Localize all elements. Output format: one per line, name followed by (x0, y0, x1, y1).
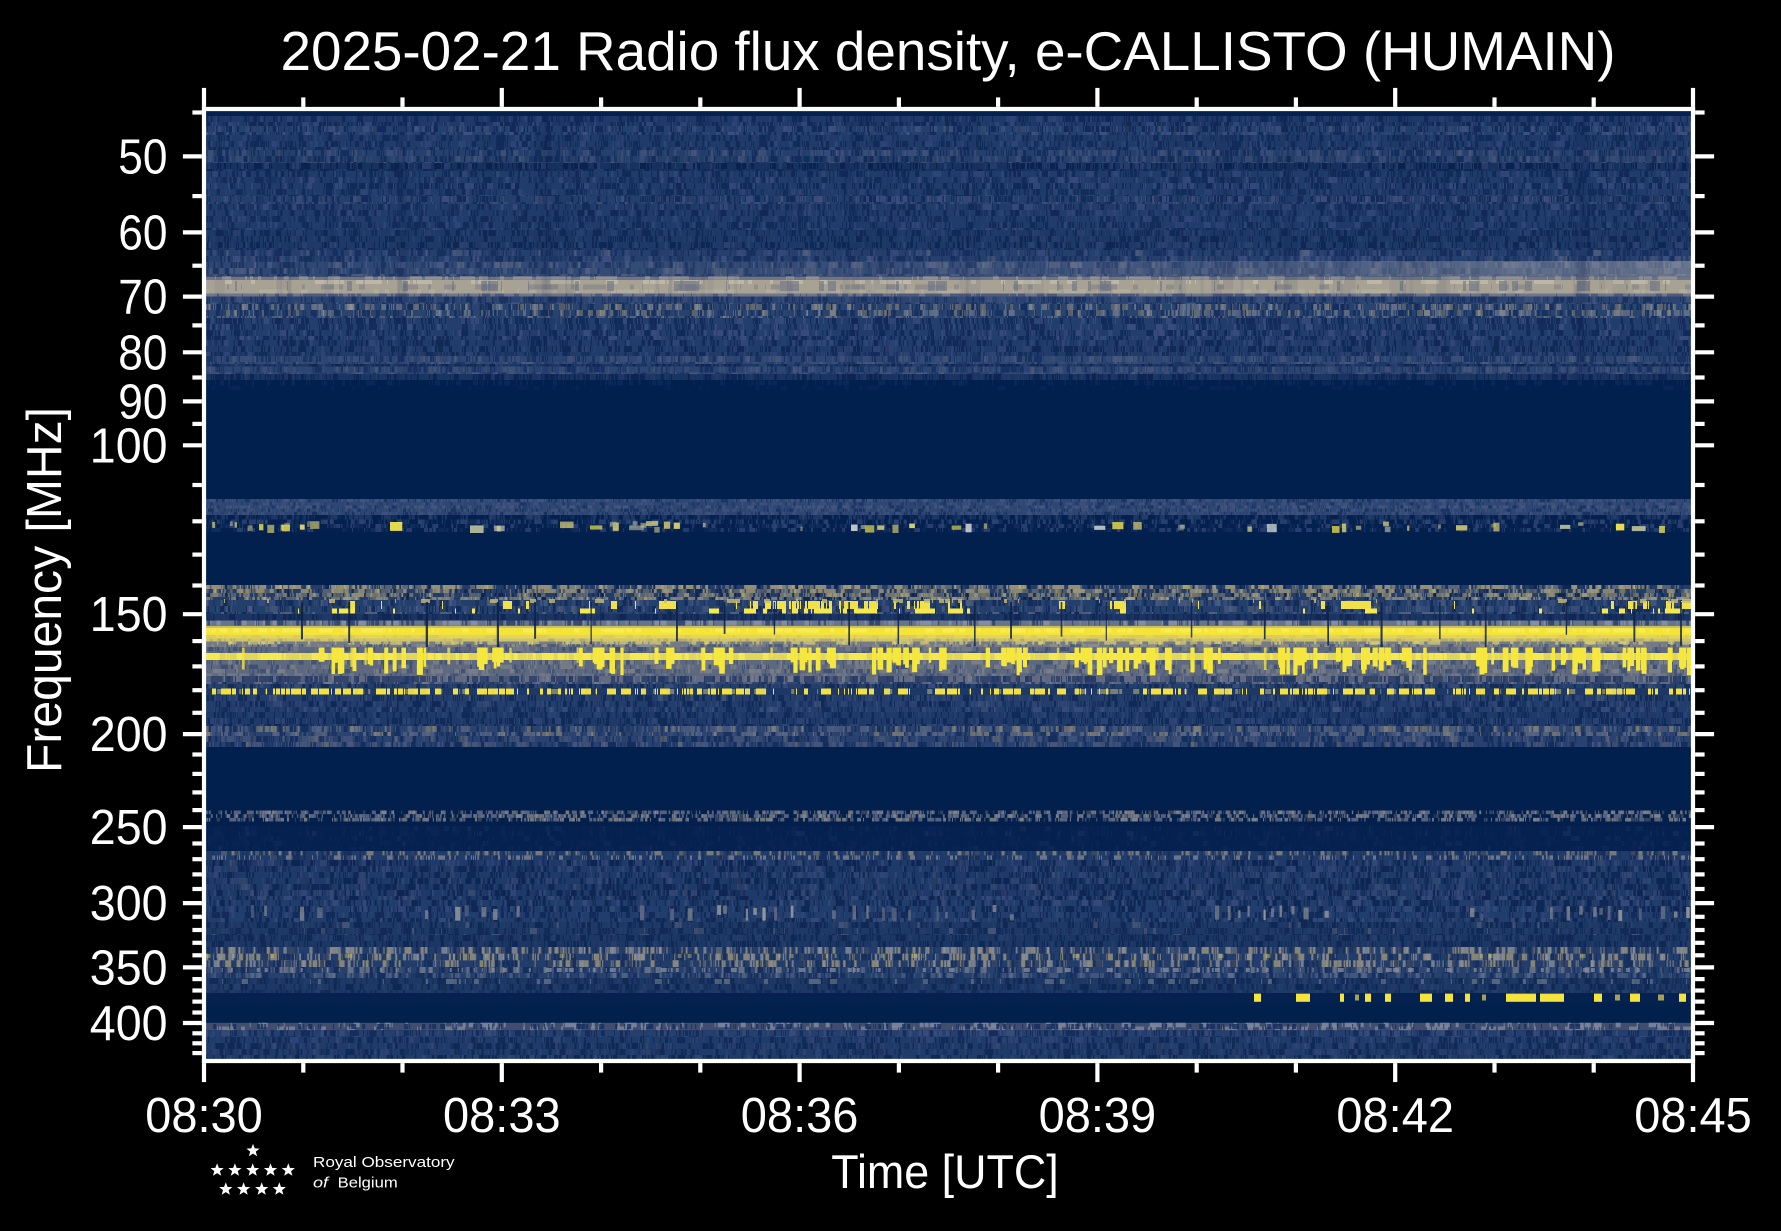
svg-text:100: 100 (90, 419, 168, 473)
svg-text:350: 350 (90, 941, 168, 995)
svg-text:70: 70 (118, 271, 167, 325)
svg-text:Belgium: Belgium (338, 1175, 398, 1192)
svg-text:80: 80 (118, 326, 167, 380)
svg-text:Royal Observatory: Royal Observatory (313, 1154, 455, 1171)
svg-text:08:30: 08:30 (145, 1089, 263, 1143)
svg-text:2025-02-21 Radio flux density,: 2025-02-21 Radio flux density, e-CALLIST… (281, 20, 1616, 82)
svg-text:08:36: 08:36 (741, 1089, 859, 1143)
svg-text:60: 60 (118, 206, 167, 260)
svg-text:250: 250 (90, 801, 168, 855)
svg-text:08:39: 08:39 (1039, 1089, 1157, 1143)
svg-text:300: 300 (90, 877, 168, 931)
svg-text:Frequency [MHz]: Frequency [MHz] (18, 407, 72, 773)
svg-text:400: 400 (90, 997, 168, 1051)
svg-text:08:42: 08:42 (1336, 1089, 1454, 1143)
svg-text:50: 50 (118, 130, 167, 184)
svg-text:08:33: 08:33 (443, 1089, 561, 1143)
svg-text:150: 150 (90, 588, 168, 642)
svg-text:200: 200 (90, 708, 168, 762)
svg-text:Time [UTC]: Time [UTC] (831, 1146, 1059, 1199)
svg-text:08:45: 08:45 (1634, 1089, 1752, 1143)
svg-text:90: 90 (118, 375, 167, 429)
svg-text:of: of (313, 1175, 330, 1192)
